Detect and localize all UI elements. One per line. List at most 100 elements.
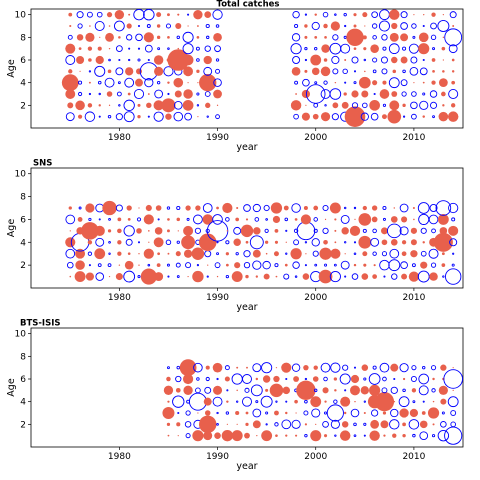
bubble-negative [380,56,388,64]
bubble-negative [204,386,212,394]
bubble-positive [438,385,448,395]
bubble-positive [102,200,117,216]
bubble-positive [452,389,454,391]
bubble-negative [320,362,331,373]
bubble-positive [304,24,308,28]
bubble-positive [167,81,170,84]
bubble-positive [97,46,102,51]
bubble-positive [138,253,140,255]
y-tick-label: 4 [20,398,26,408]
bubble-positive [128,13,131,16]
bubble-negative [390,386,398,394]
bubble-positive [300,214,311,225]
bubble-negative [342,68,348,75]
bubble-negative [294,80,299,85]
bubble-positive [285,434,288,437]
bubble-positive [252,420,261,429]
bubble-negative [291,33,301,42]
y-tick-label: 10 [15,11,27,21]
bubble-positive [438,111,449,122]
bubble-negative [215,114,220,120]
bubble-negative [216,241,219,244]
bubble-positive [350,374,360,384]
bubble-positive [302,273,310,280]
bubble-negative [410,375,417,383]
bubble-positive [411,388,417,393]
bubble-negative [420,227,427,234]
bubble-positive [320,112,331,122]
bubble-negative [203,66,213,76]
bubble-negative [372,35,377,40]
bubble-negative [137,58,141,62]
bubble-positive [358,76,371,89]
bubble-negative [166,263,170,267]
bubble-positive [154,66,164,76]
bubble-positive [344,59,347,61]
bubble-negative [353,206,357,210]
bubble-positive [126,205,132,211]
bubble-positive [226,400,229,403]
bubble-positive [324,434,328,438]
bubble-positive [167,36,170,39]
bubble-positive [390,238,398,246]
bubble-positive [213,385,223,395]
bubble-negative [418,213,430,225]
bubble-negative [363,377,367,381]
bubble-negative [252,203,261,213]
bubble-negative [382,46,387,51]
bubble-negative [144,78,154,88]
bubble-positive [452,367,454,369]
bubble-positive [255,275,258,278]
bubble-positive [353,24,357,28]
bubble-positive [174,90,182,98]
bubble-positive [274,240,279,244]
bubble-negative [378,20,390,32]
bubble-negative [65,112,75,122]
bubble-negative [185,410,191,416]
bubble-positive [402,433,406,438]
bubble-positive [353,13,357,17]
bubble-negative [381,251,388,257]
bubble-positive [216,206,219,210]
bubble-negative [322,227,329,234]
bubble-negative [95,272,104,281]
bubble-negative [382,103,387,107]
bubble-positive [182,54,194,66]
bubble-positive [214,432,221,439]
bubble-negative [115,204,123,212]
bubble-positive [148,230,150,232]
bubble-positive [108,275,111,278]
bubble-positive [85,203,95,213]
bubble-negative [393,377,396,381]
bubble-negative [128,58,131,62]
bubble-negative [372,228,377,234]
bubble-negative [290,43,302,55]
bubble-negative [409,66,419,76]
bubble-negative [78,206,82,210]
bubble-negative [294,23,299,29]
bubble-negative [166,366,170,370]
bubble-negative [419,100,429,110]
bubble-positive [310,396,322,408]
bubble-negative [312,250,319,257]
bubble-positive [387,109,402,124]
bubble-negative [78,80,83,85]
bubble-negative [293,239,300,246]
bubble-negative [311,408,321,418]
bubble-positive [125,67,134,76]
bubble-positive [330,248,341,259]
x-tick-label: 1990 [206,293,229,303]
bubble-positive [361,364,369,371]
bubble-negative [311,238,320,247]
panel-bts-isis: BTS-ISIS Age year 1980 1990 2000 2010 2 4 6 8 10 [6,319,464,472]
bubble-negative [430,22,437,30]
bubble-positive [305,104,307,106]
bubble-negative [313,228,318,233]
bubble-positive [361,90,369,98]
bubble-positive [383,434,386,437]
bubble-positive [334,241,337,244]
bubble-positive [441,263,446,267]
bubble-positive [419,420,428,429]
bubble-positive [295,93,297,95]
